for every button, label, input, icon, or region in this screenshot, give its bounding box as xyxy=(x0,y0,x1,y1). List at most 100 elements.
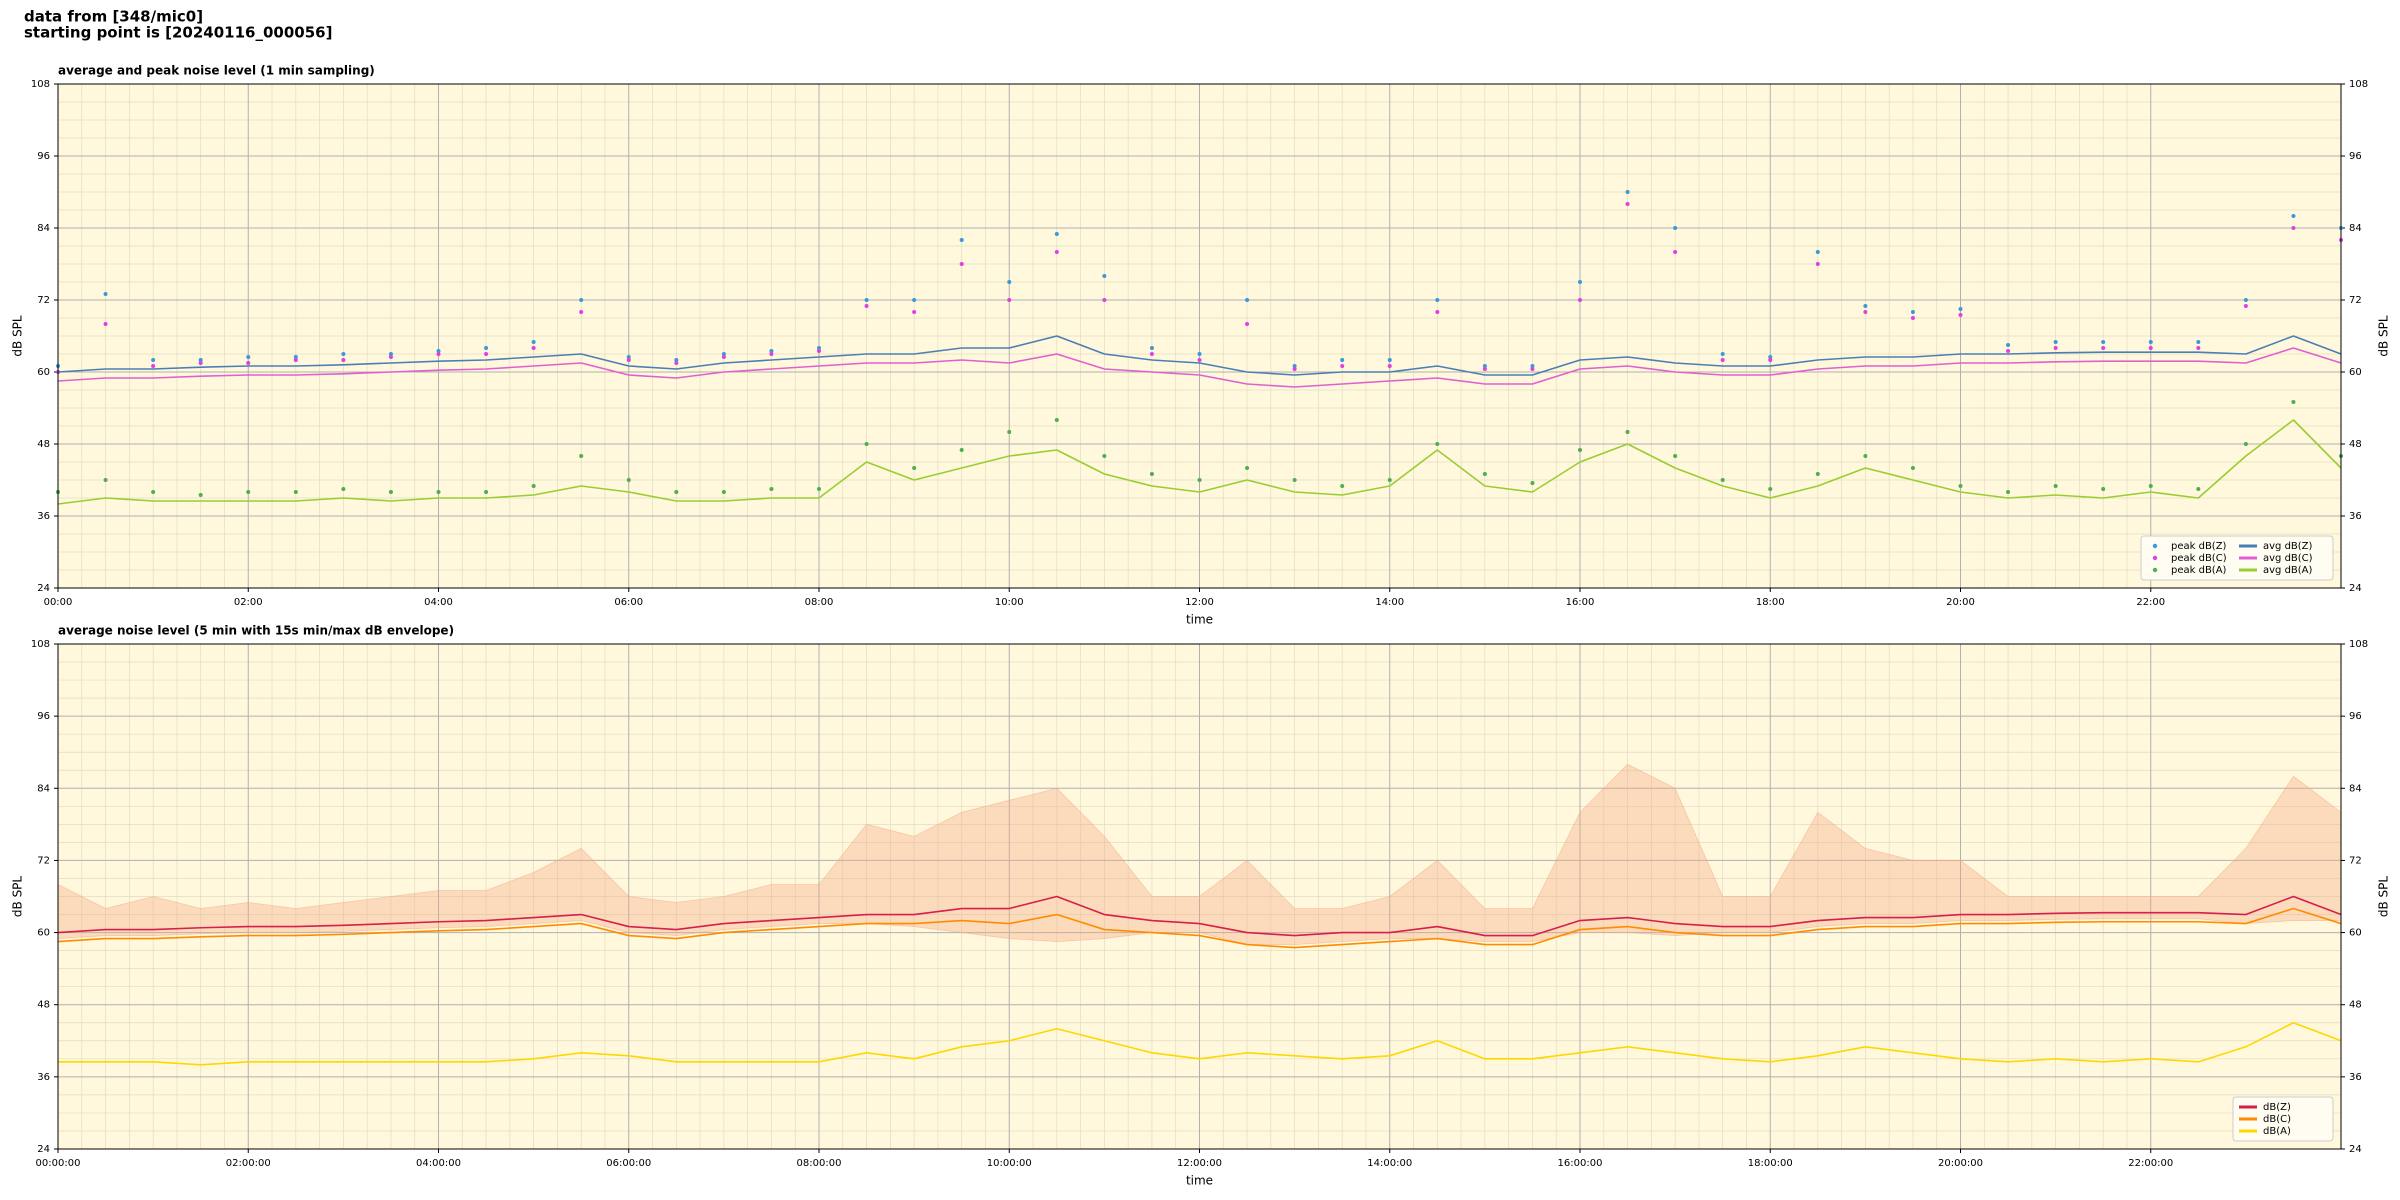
legend-label: dB(Z) xyxy=(2263,1102,2291,1113)
peak-point xyxy=(1292,478,1297,482)
x-tick-label: 20:00:00 xyxy=(1938,1158,1983,1169)
series-line xyxy=(58,1021,2342,1066)
peak-point xyxy=(2101,487,2106,491)
x-tick-label: 18:00 xyxy=(1756,597,1785,608)
y-tick-label: 48 xyxy=(2349,1000,2362,1011)
y-axis-label: dB SPL xyxy=(11,315,25,357)
peak-point xyxy=(1245,466,1250,470)
peak-point xyxy=(864,442,869,446)
peak-point xyxy=(959,448,964,452)
peak-point xyxy=(1815,262,1820,266)
legend-label: avg dB(A) xyxy=(2263,565,2313,576)
y-axis-label: dB SPL xyxy=(11,876,25,918)
peak-point xyxy=(2196,340,2201,344)
peak-point xyxy=(1435,298,1440,302)
peak-point xyxy=(436,490,441,494)
peak-point xyxy=(1102,454,1107,458)
series-line xyxy=(57,347,2342,388)
peak-point xyxy=(1958,484,1963,488)
y-tick-label: 60 xyxy=(2349,928,2362,939)
peak-point xyxy=(1720,352,1725,356)
y-tick-label: 24 xyxy=(2349,583,2362,594)
x-tick-label: 18:00:00 xyxy=(1748,1158,1793,1169)
peak-point xyxy=(2148,484,2153,488)
peak-point xyxy=(151,364,156,368)
peak-point xyxy=(246,355,251,359)
x-tick-label: 00:00 xyxy=(44,597,73,608)
peak-point xyxy=(293,355,298,359)
legend-label: peak dB(C) xyxy=(2171,553,2227,564)
y-tick-label: 48 xyxy=(2349,439,2362,450)
series-line xyxy=(57,419,2342,505)
peak-point xyxy=(1768,358,1773,362)
peak-point xyxy=(1768,355,1773,359)
y-tick-label: 72 xyxy=(2349,295,2362,306)
peak-point xyxy=(864,304,869,308)
peak-point xyxy=(1625,202,1630,206)
peak-point xyxy=(2053,346,2058,350)
y-tick-label: 96 xyxy=(37,711,50,722)
y-tick-label: 108 xyxy=(2349,79,2368,90)
y-axis-label: dB SPL xyxy=(2377,876,2391,918)
peak-point xyxy=(1530,364,1535,368)
peak-point xyxy=(1863,310,1868,314)
x-axis-label: time xyxy=(1186,613,1213,627)
peak-point xyxy=(484,490,489,494)
peak-point xyxy=(579,310,584,314)
peak-point xyxy=(1149,472,1154,476)
peak-point xyxy=(1292,364,1297,368)
peak-point xyxy=(912,310,917,314)
peak-point xyxy=(1910,310,1915,314)
y-tick-label: 36 xyxy=(37,511,50,522)
peak-point xyxy=(1482,364,1487,368)
peak-point xyxy=(769,349,774,353)
peak-point xyxy=(246,490,251,494)
series-line xyxy=(57,335,2342,376)
peak-point xyxy=(912,298,917,302)
peak-point xyxy=(484,346,489,350)
peak-point xyxy=(1863,304,1868,308)
peak-point xyxy=(436,349,441,353)
x-tick-label: 08:00:00 xyxy=(797,1158,842,1169)
peak-point xyxy=(2148,346,2153,350)
peak-point xyxy=(1530,481,1535,485)
legend-label: peak dB(A) xyxy=(2171,565,2227,576)
y-tick-label: 36 xyxy=(2349,1072,2362,1083)
peak-point xyxy=(912,466,917,470)
legend-marker xyxy=(2152,567,2158,573)
peak-point xyxy=(1007,298,1012,302)
peak-point xyxy=(2291,226,2296,230)
peak-point xyxy=(1387,478,1392,482)
peak-point xyxy=(1482,367,1487,371)
peak-point xyxy=(103,292,108,296)
x-tick-label: 06:00 xyxy=(614,597,643,608)
peak-point xyxy=(2291,214,2296,218)
peak-point xyxy=(674,358,679,362)
peak-point xyxy=(1578,280,1582,284)
peak-point xyxy=(1340,358,1345,362)
peak-point xyxy=(1292,367,1297,371)
peak-point xyxy=(1054,250,1059,254)
y-tick-label: 48 xyxy=(37,439,50,450)
peak-point xyxy=(198,358,203,362)
peak-point xyxy=(341,358,346,362)
peak-point xyxy=(1720,478,1725,482)
peak-point xyxy=(1958,307,1963,311)
peak-point xyxy=(341,352,346,356)
peak-point xyxy=(2243,304,2248,308)
peak-point xyxy=(626,355,631,359)
peak-point xyxy=(1720,358,1725,362)
peak-point xyxy=(531,340,536,344)
peak-point xyxy=(626,478,631,482)
peak-point xyxy=(2196,487,2201,491)
legend-label: peak dB(Z) xyxy=(2171,541,2227,552)
peak-point xyxy=(1007,280,1012,284)
peak-point xyxy=(1482,472,1487,476)
legend-label: avg dB(C) xyxy=(2263,553,2313,564)
peak-point xyxy=(959,238,964,242)
peak-point xyxy=(1435,310,1440,314)
x-tick-label: 22:00 xyxy=(2136,597,2165,608)
peak-point xyxy=(2006,490,2011,494)
x-tick-label: 06:00:00 xyxy=(606,1158,651,1169)
peak-point xyxy=(436,352,441,356)
